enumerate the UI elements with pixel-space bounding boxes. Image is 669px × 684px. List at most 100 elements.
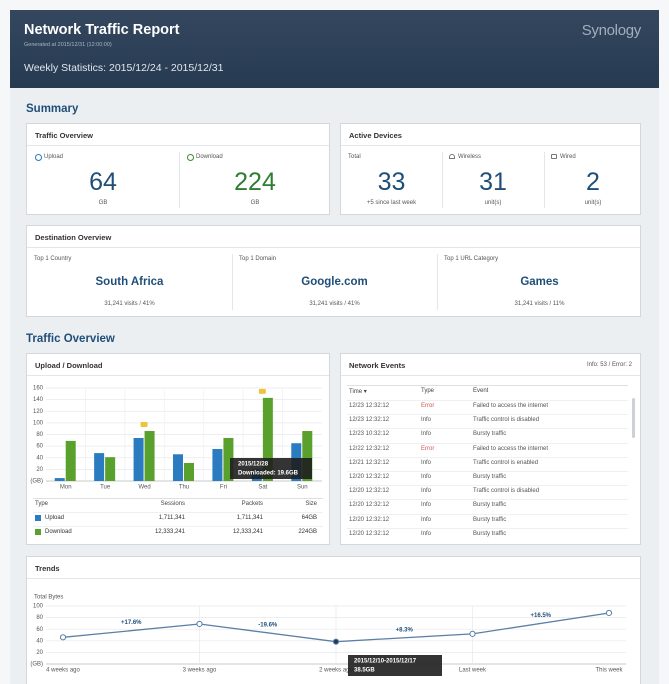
separator <box>341 375 640 376</box>
brand: Synology <box>581 22 642 39</box>
table-rule <box>33 498 323 499</box>
table-cell: 12,333,241 <box>232 529 263 535</box>
item-note: 31,241 visits / 41% <box>104 301 155 307</box>
table-header: Sessions <box>160 501 185 507</box>
table-rule <box>347 442 628 444</box>
table-cell: Traffic control is enabled <box>473 459 539 466</box>
table-cell: Traffic control is disabled <box>473 417 540 424</box>
table-rule <box>347 400 628 401</box>
table-cell: 12,333,241 <box>154 529 185 535</box>
status-icon <box>187 154 194 161</box>
traffic-overview-card: Traffic Overview Upload 64 GB Download 224 GB <box>26 123 330 215</box>
item-note: unit(s) <box>584 200 602 206</box>
separator <box>27 247 640 248</box>
item-label: Total <box>348 154 361 160</box>
item-label: Download <box>196 154 223 160</box>
divider <box>232 254 233 310</box>
table-cell: Info <box>421 502 432 509</box>
table-cell: 12/20 12:32:12 <box>349 474 390 480</box>
trends-card: Trends <box>26 556 641 684</box>
item-value: Games <box>520 276 559 288</box>
table-cell: 12/20 12:32:12 <box>349 516 390 523</box>
item-value: 224 <box>234 168 276 196</box>
item-value: 64 <box>89 168 117 196</box>
table-rule <box>347 428 628 430</box>
upload-download-card: Upload / Download Type Sessions Packets Size… <box>26 353 330 545</box>
item-note: unit(s) <box>484 200 502 206</box>
item-value: South Africa <box>95 276 164 288</box>
report-title: Network Traffic Report <box>24 22 180 38</box>
item-label: Top 1 Domain <box>239 256 277 262</box>
table-cell: 12/23 10:32:12 <box>349 431 390 438</box>
table-cell: 12/23 12:32:12 <box>349 403 390 409</box>
divider <box>437 254 438 310</box>
table-rule <box>33 512 323 513</box>
item-value: 31 <box>479 168 507 196</box>
card-title: Traffic Overview <box>35 131 93 140</box>
generated-at: Generated at 2015/12/31 (12:00:00) <box>24 42 112 48</box>
separator <box>341 145 640 146</box>
section-heading: Summary <box>26 103 79 115</box>
item-unit: GB <box>98 200 108 206</box>
destination-overview-card: Destination Overview Top 1 Country South A… <box>26 225 641 317</box>
table-cell: Info <box>421 530 432 537</box>
item-label: Top 1 URL Category <box>444 256 499 262</box>
table-header: Type <box>35 501 49 507</box>
table-cell: Info <box>421 474 432 480</box>
table-rule <box>347 527 628 529</box>
table-cell: 224GB <box>298 529 317 535</box>
series-name: Upload <box>45 515 65 521</box>
table-rule <box>347 499 628 501</box>
card-title: Active Devices <box>349 131 402 140</box>
active-devices-card: Active Devices Total 33 +5 since last week W… <box>340 123 641 215</box>
table-rule <box>347 485 628 487</box>
table-cell: Error <box>421 445 435 452</box>
item-value: Google.com <box>301 276 368 288</box>
table-header: Size <box>305 501 317 507</box>
card-title: Trends <box>35 564 60 573</box>
item-label: Upload <box>44 154 64 160</box>
table-cell: 1,711,341 <box>158 515 185 521</box>
table-rule <box>347 471 628 472</box>
section-heading: Traffic Overview <box>26 333 115 345</box>
table-cell: Info <box>421 459 432 466</box>
table-cell: Bursty traffic <box>473 530 507 537</box>
table-rule <box>347 513 628 515</box>
card-title: Network Events <box>349 361 406 370</box>
table-cell: Info <box>421 431 432 438</box>
item-note: 31,241 visits / 11% <box>514 301 565 307</box>
table-rule <box>347 385 628 386</box>
table-cell: 64GB <box>301 515 317 521</box>
table-cell: Failed to access the internet <box>473 445 549 452</box>
item-note: 31,241 visits / 41% <box>309 301 360 307</box>
table-cell: Bursty traffic <box>473 431 507 438</box>
table-cell: Bursty traffic <box>473 516 507 523</box>
series-name: Download <box>45 529 72 535</box>
card-title: Destination Overview <box>35 233 112 242</box>
divider <box>442 152 443 208</box>
device-icon <box>551 154 557 159</box>
table-cell: Info <box>421 417 432 424</box>
table-cell: Bursty traffic <box>473 474 507 480</box>
status-icon <box>35 154 42 161</box>
table-cell: Info <box>421 488 432 495</box>
table-cell: 12/23 12:32:12 <box>349 417 390 424</box>
table-cell: 12/20 12:32:12 <box>349 488 390 495</box>
table-rule <box>347 414 628 416</box>
table-cell: Info <box>421 516 432 523</box>
item-value: 33 <box>377 168 406 196</box>
separator <box>27 578 640 579</box>
item-label: Wired <box>560 154 576 160</box>
divider <box>544 152 545 208</box>
table-cell: Bursty traffic <box>473 502 507 509</box>
series-swatch <box>35 515 41 521</box>
scrollbar <box>632 398 635 438</box>
separator <box>27 145 329 146</box>
table-cell: 12/22 12:32:12 <box>349 445 390 452</box>
device-icon <box>449 154 455 159</box>
table-header: Packets <box>241 501 263 507</box>
item-unit: GB <box>250 200 260 206</box>
period: Weekly Statistics: 2015/12/24 - 2015/12/… <box>24 62 224 74</box>
table-header: Event <box>473 388 489 394</box>
